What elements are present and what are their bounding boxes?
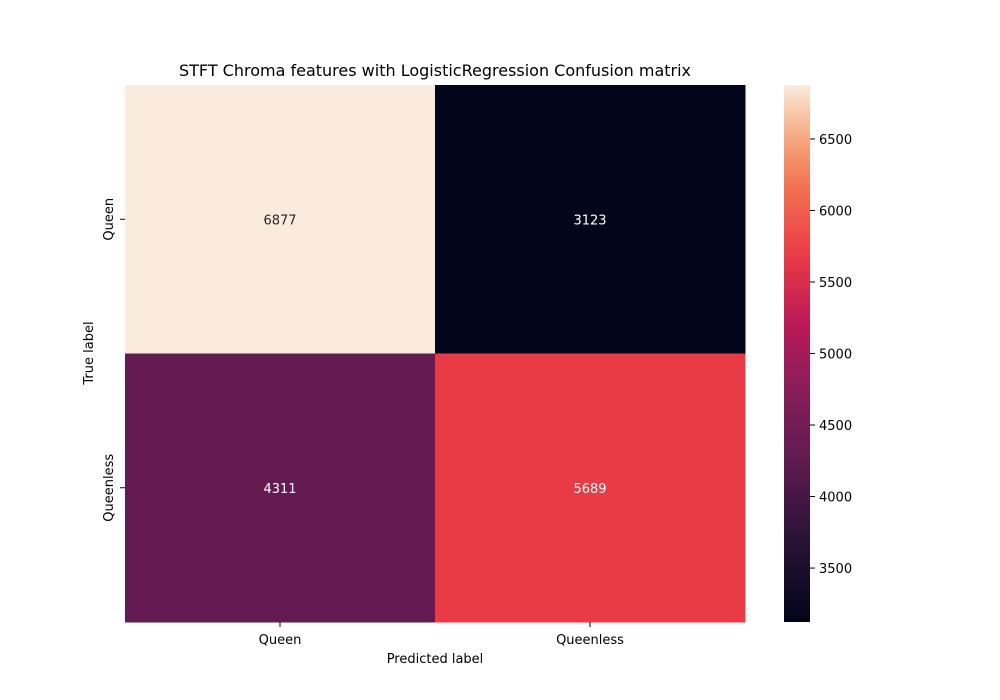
y-tick-label: Queenless [102, 454, 117, 522]
heatmap-cell-labels: 6877 3123 4311 5689 [263, 213, 606, 497]
x-axis-label: Predicted label [387, 652, 484, 667]
colorbar-tick-label: 4500 [819, 419, 852, 434]
x-tick-label: Queen [259, 633, 302, 648]
colorbar-tick-label: 6500 [819, 133, 852, 148]
cell-value-label: 5689 [573, 482, 606, 497]
colorbar-tick-label: 4000 [819, 491, 852, 506]
heatmap-cell [435, 353, 746, 623]
colorbar-tick-label: 3500 [819, 562, 852, 577]
heatmap-cell [125, 85, 436, 354]
colorbar-tick-label: 6000 [819, 204, 852, 219]
cell-value-label: 4311 [263, 482, 296, 497]
heatmap-cell [435, 85, 746, 354]
y-axis-label: True label [82, 321, 97, 385]
chart-title: STFT Chroma features with LogisticRegres… [179, 61, 691, 80]
x-axis: Queen Queenless [259, 622, 624, 648]
heatmap-cell [125, 353, 436, 623]
cell-value-label: 6877 [263, 213, 296, 228]
heatmap-cells [125, 85, 746, 623]
x-tick-label: Queenless [556, 633, 624, 648]
colorbar-tick-label: 5500 [819, 276, 852, 291]
colorbar-ticks: 3500 4000 4500 5000 5500 6000 6500 [810, 133, 852, 577]
cell-value-label: 3123 [573, 213, 606, 228]
y-axis: Queen Queenless [102, 198, 125, 522]
colorbar-tick-label: 5000 [819, 348, 852, 363]
colorbar [784, 85, 810, 622]
y-tick-label: Queen [102, 198, 117, 241]
